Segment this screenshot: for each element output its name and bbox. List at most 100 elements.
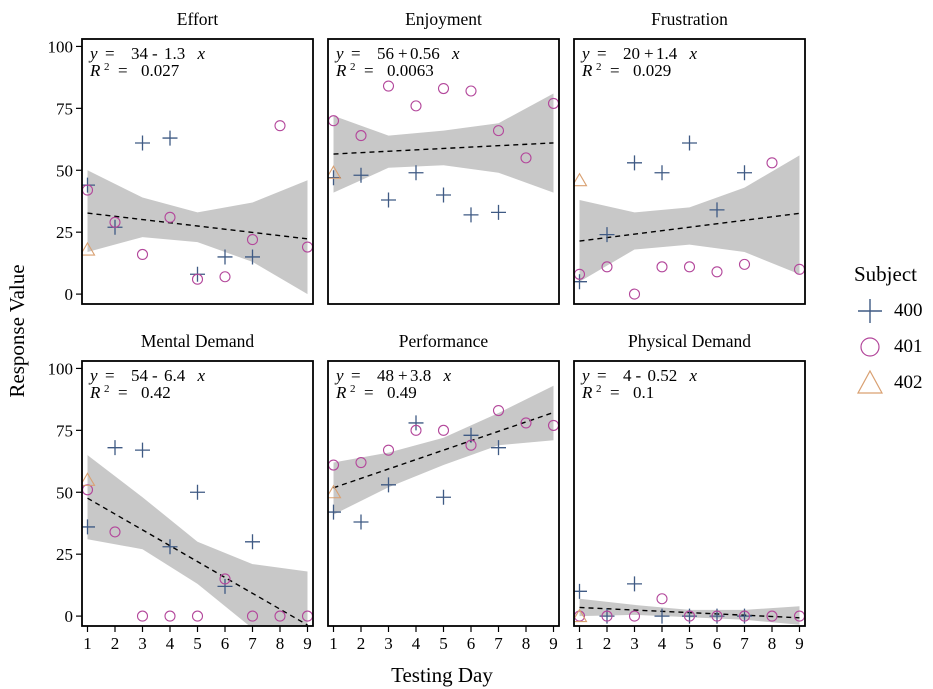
equation-slope: 6.4: [164, 366, 186, 385]
x-tick-label: 7: [740, 634, 749, 653]
point-subject-400: [436, 489, 451, 505]
equation-x: x: [197, 366, 206, 385]
y-tick-label: 25: [56, 223, 73, 242]
equation-y: y: [88, 366, 98, 385]
point-subject-401: [738, 610, 751, 622]
x-tick-label: 1: [575, 634, 584, 653]
point-subject-402: [82, 472, 96, 486]
equation-intercept: 54: [131, 366, 149, 385]
equation-y: y: [88, 44, 98, 63]
point-subject-401: [246, 610, 259, 622]
equation-equals: =: [105, 366, 115, 385]
point-subject-400: [682, 135, 697, 151]
equation-intercept: 20: [623, 44, 640, 63]
point-subject-401: [766, 157, 778, 169]
point-subject-401: [410, 100, 422, 112]
x-tick-label: 3: [630, 634, 639, 653]
point-subject-401: [711, 266, 723, 278]
equation-r-equals: =: [610, 383, 620, 402]
equation-slope: 1.3: [164, 44, 185, 63]
x-tick-label: 7: [248, 634, 257, 653]
x-tick-label: 5: [193, 634, 202, 653]
legend-label-400: 400: [894, 300, 923, 321]
legend-label-401: 401: [894, 336, 923, 357]
regression-line: [579, 212, 800, 242]
point-subject-400: [135, 442, 150, 458]
x-tick-label: 4: [166, 634, 175, 653]
point-subject-400: [217, 578, 233, 594]
point-subject-401: [683, 610, 696, 622]
point-subject-401: [274, 120, 286, 132]
point-subject-401: [136, 248, 149, 261]
point-subject-400: [737, 165, 752, 181]
point-subject-400: [436, 187, 451, 203]
equation-operator: +: [398, 366, 408, 385]
point-subject-401: [628, 288, 641, 300]
point-subject-400: [491, 204, 506, 220]
panel-frame: [573, 38, 806, 305]
equation-operator: -: [636, 366, 642, 385]
x-tick-label: 2: [111, 634, 120, 653]
point-subject-401: [136, 610, 149, 622]
y-tick-label: 100: [48, 359, 74, 378]
confidence-band: [87, 170, 308, 295]
equation-intercept: 56: [377, 44, 394, 63]
equation-slope: 1.4: [656, 44, 678, 63]
x-tick-label: 6: [221, 634, 230, 653]
equation-r-superscript: 2: [350, 61, 356, 73]
point-subject-400: [135, 135, 150, 151]
panel-title: Frustration: [651, 9, 728, 29]
point-subject-401: [164, 211, 176, 223]
point-subject-401: [601, 610, 613, 622]
equation-r-equals: =: [364, 383, 374, 402]
equation-equals: =: [351, 44, 361, 63]
point-subject-401: [520, 152, 532, 164]
regression-line: [333, 142, 554, 155]
point-subject-401: [246, 234, 259, 246]
plot-area: [328, 385, 559, 530]
equation-r-value: 0.1: [633, 383, 654, 402]
confidence-band: [87, 455, 308, 626]
equation-equals: =: [351, 366, 361, 385]
equation-r: R: [581, 61, 593, 80]
point-subject-401: [382, 444, 395, 456]
equation-r-value: 0.029: [633, 61, 671, 80]
y-tick-label: 0: [65, 607, 74, 626]
panel-title: Enjoyment: [405, 9, 482, 29]
point-subject-400: [408, 415, 424, 431]
plot-area: [82, 120, 313, 295]
point-subject-401: [520, 417, 532, 429]
point-subject-402: [574, 608, 588, 623]
plot-area: [328, 80, 559, 223]
y-tick-label: 25: [56, 545, 73, 564]
point-subject-400: [107, 440, 123, 456]
y-tick-label: 50: [56, 483, 73, 502]
legend-item-400: 400: [848, 293, 933, 329]
equation-intercept: 34: [131, 44, 149, 63]
x-tick-label: 1: [83, 634, 92, 653]
point-subject-401: [410, 424, 422, 436]
point-subject-400: [245, 534, 260, 550]
equation-r-value: 0.42: [141, 383, 171, 402]
equation-r-superscript: 2: [596, 383, 602, 395]
equation-r-value: 0.49: [387, 383, 417, 402]
equation-x: x: [451, 44, 460, 63]
point-subject-400: [654, 608, 670, 624]
equation-slope: 0.52: [648, 366, 678, 385]
equation-equals: =: [597, 44, 607, 63]
legend-item-402: 402: [848, 365, 933, 401]
equation-x: x: [443, 366, 452, 385]
point-subject-400: [353, 167, 369, 183]
point-subject-401: [191, 610, 204, 622]
x-tick-label: 8: [522, 634, 531, 653]
point-subject-400: [654, 165, 670, 181]
point-subject-401: [656, 593, 668, 605]
point-subject-401: [492, 404, 505, 417]
y-tick-label: 75: [56, 421, 73, 440]
point-subject-401: [382, 80, 395, 92]
